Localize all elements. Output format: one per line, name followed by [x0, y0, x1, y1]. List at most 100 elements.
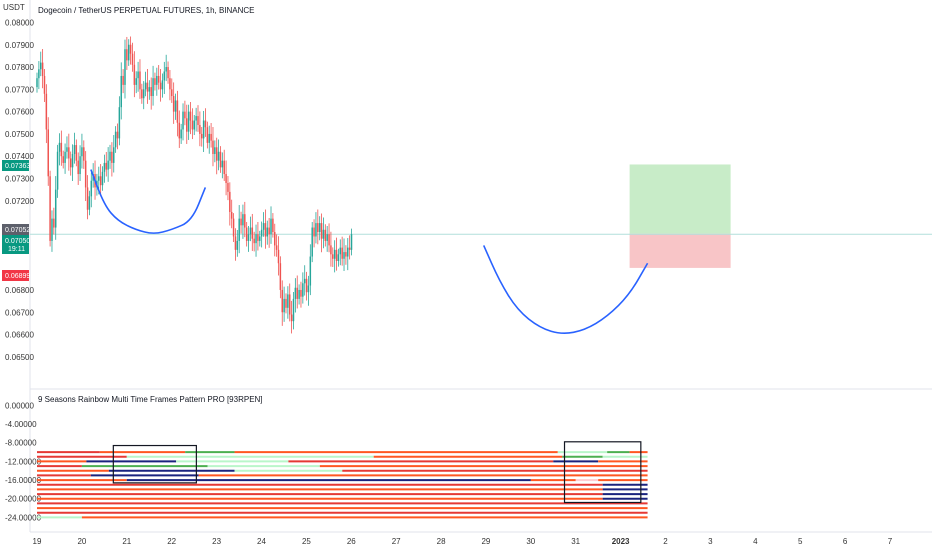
- candle: [126, 36, 128, 70]
- candle-body: [199, 125, 201, 134]
- candle: [247, 225, 250, 252]
- price-axis-ticks: 0.065000.066000.067000.068000.072000.073…: [5, 19, 34, 362]
- candle-body: [253, 238, 255, 244]
- candle-body: [350, 234, 353, 250]
- candle-body: [212, 140, 214, 154]
- candle: [86, 175, 89, 220]
- candle-body: [133, 64, 136, 85]
- candle: [326, 225, 328, 252]
- candle: [193, 114, 196, 136]
- candle: [281, 280, 283, 326]
- candle-body: [337, 254, 340, 261]
- candle: [111, 142, 113, 177]
- price-tick-label: 0.06600: [5, 331, 34, 340]
- candle-body: [260, 229, 263, 237]
- candle-body: [163, 71, 166, 81]
- candle-body: [109, 151, 111, 161]
- candle-body: [83, 147, 85, 161]
- time-tick-label: 27: [392, 537, 401, 546]
- candle: [161, 73, 164, 98]
- candle: [290, 300, 293, 334]
- candle: [227, 176, 229, 201]
- indicator-tick-label: 0.00000: [5, 401, 34, 410]
- candle-body: [322, 229, 325, 239]
- candle-body: [129, 44, 132, 54]
- candle: [302, 272, 304, 304]
- candle-body: [238, 218, 240, 241]
- candle-body: [208, 133, 210, 143]
- candle: [116, 123, 119, 150]
- candle-body: [56, 151, 59, 190]
- candle-body: [60, 142, 63, 157]
- candle: [36, 72, 38, 93]
- price-tick-label: 0.07500: [5, 130, 34, 139]
- candle-body: [116, 131, 119, 139]
- candle-body: [38, 69, 40, 79]
- candle: [137, 61, 139, 92]
- candle: [277, 236, 280, 276]
- candle: [244, 201, 246, 238]
- indicator-tick-label: -4.00000: [5, 420, 37, 429]
- candle-body: [247, 234, 250, 241]
- candle-body: [171, 89, 173, 97]
- candle-body: [348, 247, 351, 250]
- candle-body: [240, 218, 242, 226]
- candle: [202, 110, 205, 152]
- highlight-box[interactable]: [563, 441, 642, 504]
- candle-body: [227, 182, 229, 192]
- candle: [124, 39, 126, 99]
- candle: [268, 217, 270, 248]
- candle: [142, 81, 145, 110]
- candle-body: [135, 78, 137, 85]
- indicator-tick-label: -20.00000: [5, 495, 42, 504]
- candle-body: [113, 147, 115, 163]
- candle: [146, 69, 149, 104]
- candle: [214, 140, 216, 163]
- stop-zone[interactable]: [629, 233, 731, 268]
- candle: [71, 144, 74, 181]
- candle: [64, 143, 66, 174]
- highlight-box[interactable]: [112, 444, 197, 484]
- time-tick-label: 2023: [612, 537, 630, 546]
- candle: [49, 170, 51, 247]
- candle-body: [266, 227, 269, 237]
- candle-body: [347, 247, 349, 257]
- long-position-tool[interactable]: [629, 164, 731, 268]
- candle: [169, 69, 171, 101]
- target-zone[interactable]: [629, 164, 731, 234]
- candle: [215, 137, 218, 175]
- candle: [223, 149, 225, 181]
- candle-body: [279, 263, 282, 290]
- candle-body: [191, 120, 194, 130]
- price-tick-label: 0.07400: [5, 152, 34, 161]
- price-tick-label: 0.08000: [5, 19, 34, 28]
- candle: [152, 65, 154, 106]
- candle: [270, 206, 272, 244]
- candle-body: [335, 249, 338, 261]
- target-price-tag: 0.07363: [5, 163, 30, 170]
- candle: [264, 209, 267, 249]
- candle: [341, 236, 343, 266]
- candle-body: [165, 67, 167, 72]
- candle: [131, 42, 134, 72]
- candle-body: [309, 256, 312, 286]
- candle: [201, 127, 203, 147]
- candle: [75, 139, 78, 167]
- candle-body: [58, 142, 61, 152]
- candle: [251, 213, 254, 251]
- candle-body: [204, 120, 207, 128]
- current-price-tag-bg: [2, 235, 29, 254]
- candle: [167, 61, 169, 84]
- time-tick-label: 4: [753, 537, 758, 546]
- candle: [294, 278, 297, 313]
- candle: [240, 211, 242, 234]
- time-tick-label: 19: [33, 537, 42, 546]
- candle-body: [251, 227, 254, 239]
- candle-body: [303, 278, 306, 284]
- candle: [51, 210, 53, 252]
- candle: [187, 104, 190, 140]
- candle-body: [201, 133, 203, 139]
- candle: [315, 212, 317, 244]
- candle: [343, 238, 345, 272]
